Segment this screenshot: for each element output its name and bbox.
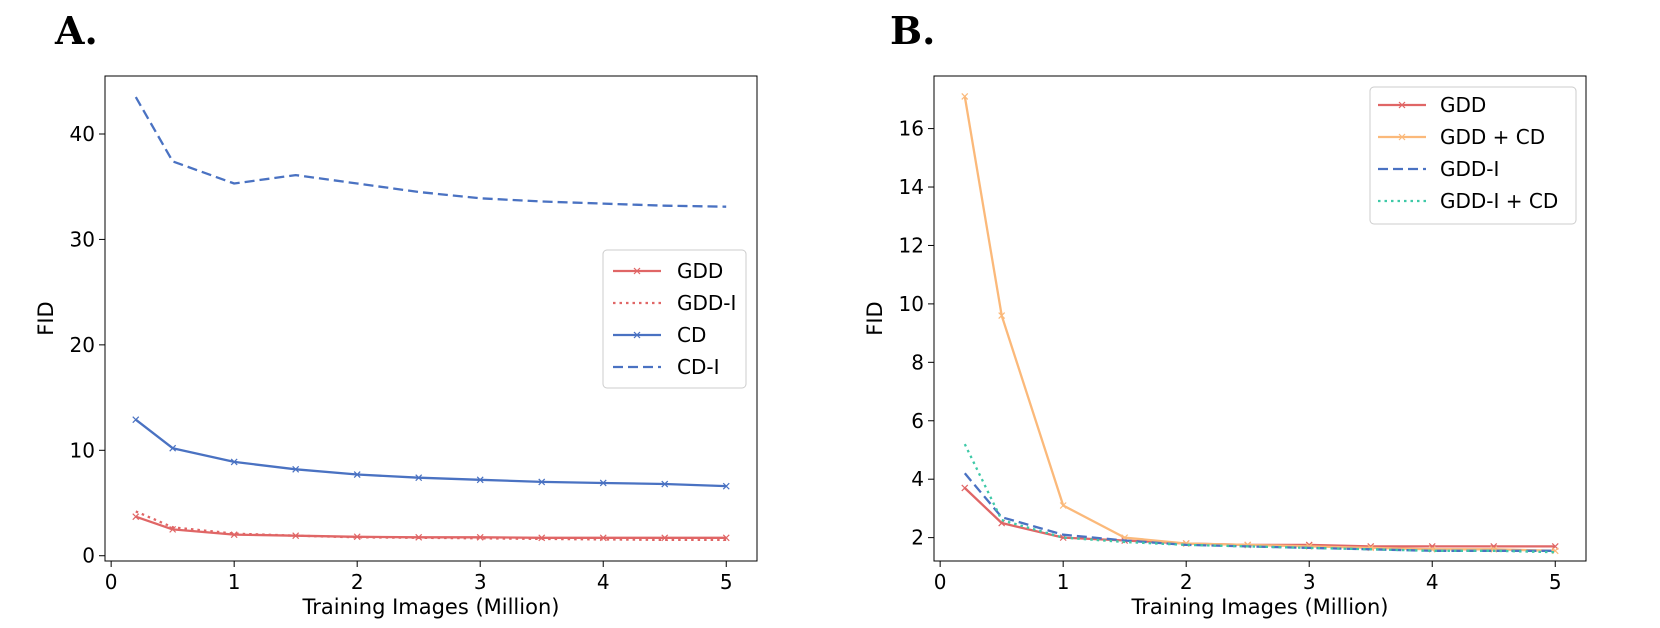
y-tick-label: 30	[70, 227, 95, 251]
y-tick-label: 12	[899, 233, 924, 257]
x-axis-label: Training Images (Million)	[1131, 595, 1389, 619]
point-marker	[292, 465, 300, 473]
series-line-cd-i	[134, 96, 727, 208]
point-marker	[961, 93, 969, 100]
legend-label: GDD-I	[1440, 157, 1499, 181]
data-point	[169, 444, 177, 452]
panel-b-label: B.	[890, 8, 935, 53]
point-marker	[661, 480, 669, 488]
legend-marker	[1398, 101, 1406, 109]
data-point	[353, 533, 361, 541]
point-marker	[169, 444, 177, 452]
x-tick-label: 1	[1057, 570, 1070, 594]
legend-label: GDD-I + CD	[1440, 189, 1558, 213]
point-marker	[661, 534, 669, 542]
point-marker	[415, 474, 423, 482]
plot-frame	[104, 75, 758, 562]
series-line-cd	[135, 418, 727, 488]
x-tick-label: 3	[474, 570, 487, 594]
y-tick-label: 10	[70, 438, 95, 462]
y-tick-label: 0	[82, 544, 95, 568]
legend-label: GDD	[677, 259, 723, 283]
data-point	[1490, 545, 1498, 553]
y-tick-label: 14	[899, 175, 924, 199]
y-tick-label: 8	[911, 350, 924, 374]
legend-label: GDD + CD	[1440, 125, 1545, 149]
point-marker	[476, 476, 484, 484]
y-tick-label: 40	[70, 122, 95, 146]
legend-frame	[602, 249, 747, 389]
legend-frame	[1369, 86, 1577, 225]
series-line-gdd-i	[963, 472, 1556, 552]
x-tick-label: 3	[1303, 570, 1316, 594]
series-line-gdd	[135, 515, 727, 539]
data-point	[961, 484, 969, 492]
x-tick-label: 5	[720, 570, 733, 594]
legend-marker	[633, 331, 641, 339]
series-line-gdd-i-cd	[963, 443, 1556, 554]
point-marker	[722, 482, 730, 490]
legend-marker	[633, 267, 641, 275]
legend-marker	[1398, 133, 1406, 141]
data-point	[353, 471, 361, 478]
x-tick-label: 0	[934, 570, 947, 594]
point-marker	[961, 484, 969, 492]
point-marker	[538, 478, 546, 486]
series-line-gdd	[964, 487, 1556, 548]
panel-a: A. 0 1 2 3 4 5 0 10 20 30 40 Training Images (Milli…	[34, 8, 758, 619]
x-tick-label: 0	[105, 570, 118, 594]
legend-label: CD-I	[677, 355, 719, 379]
legend-label: GDD	[1440, 93, 1486, 117]
y-tick-label: 4	[911, 467, 924, 491]
legend-label: GDD-I	[677, 291, 736, 315]
x-tick-label: 2	[1180, 570, 1193, 594]
data-point	[292, 465, 300, 473]
point-marker	[998, 312, 1006, 320]
point-marker	[230, 531, 238, 539]
y-tick-label: 10	[899, 292, 924, 316]
data-point	[132, 416, 140, 424]
series-line-gdd-i	[135, 510, 727, 542]
x-tick-label: 5	[1549, 570, 1562, 594]
y-tick-label: 6	[911, 409, 924, 433]
legend: GDD GDD-I CD CD-I	[602, 249, 747, 389]
point-marker	[132, 416, 140, 424]
data-point	[132, 513, 140, 521]
x-axis-label: Training Images (Million)	[302, 595, 560, 619]
data-point	[961, 93, 969, 100]
panel-a-label: A.	[54, 8, 98, 53]
point-marker	[599, 479, 607, 487]
point-marker	[1059, 502, 1067, 509]
x-tick-label: 4	[1426, 570, 1439, 594]
y-tick-label: 2	[911, 526, 924, 550]
data-point	[722, 482, 730, 490]
data-point	[415, 474, 423, 482]
x-tick-label: 4	[597, 570, 610, 594]
data-point	[599, 479, 607, 487]
x-tick-label: 1	[228, 570, 241, 594]
data-point	[538, 478, 546, 486]
data-point	[169, 525, 177, 533]
data-point	[230, 458, 238, 466]
point-marker	[353, 533, 361, 541]
x-tick-label: 2	[351, 570, 364, 594]
y-axis-label: FID	[34, 301, 58, 335]
point-marker	[353, 471, 361, 478]
data-point	[476, 476, 484, 484]
y-tick-label: 16	[899, 117, 924, 141]
y-tick-label: 20	[70, 333, 95, 357]
point-marker	[169, 525, 177, 533]
point-marker	[132, 513, 140, 521]
data-point	[998, 312, 1006, 320]
plot-frame	[933, 75, 1587, 562]
data-point	[661, 480, 669, 488]
data-point	[1059, 502, 1067, 509]
point-marker	[230, 458, 238, 466]
point-marker	[1490, 545, 1498, 553]
legend: GDD GDD + CD GDD-I GDD-I + CD	[1369, 86, 1577, 225]
y-axis-label: FID	[863, 301, 887, 335]
legend-label: CD	[677, 323, 706, 347]
